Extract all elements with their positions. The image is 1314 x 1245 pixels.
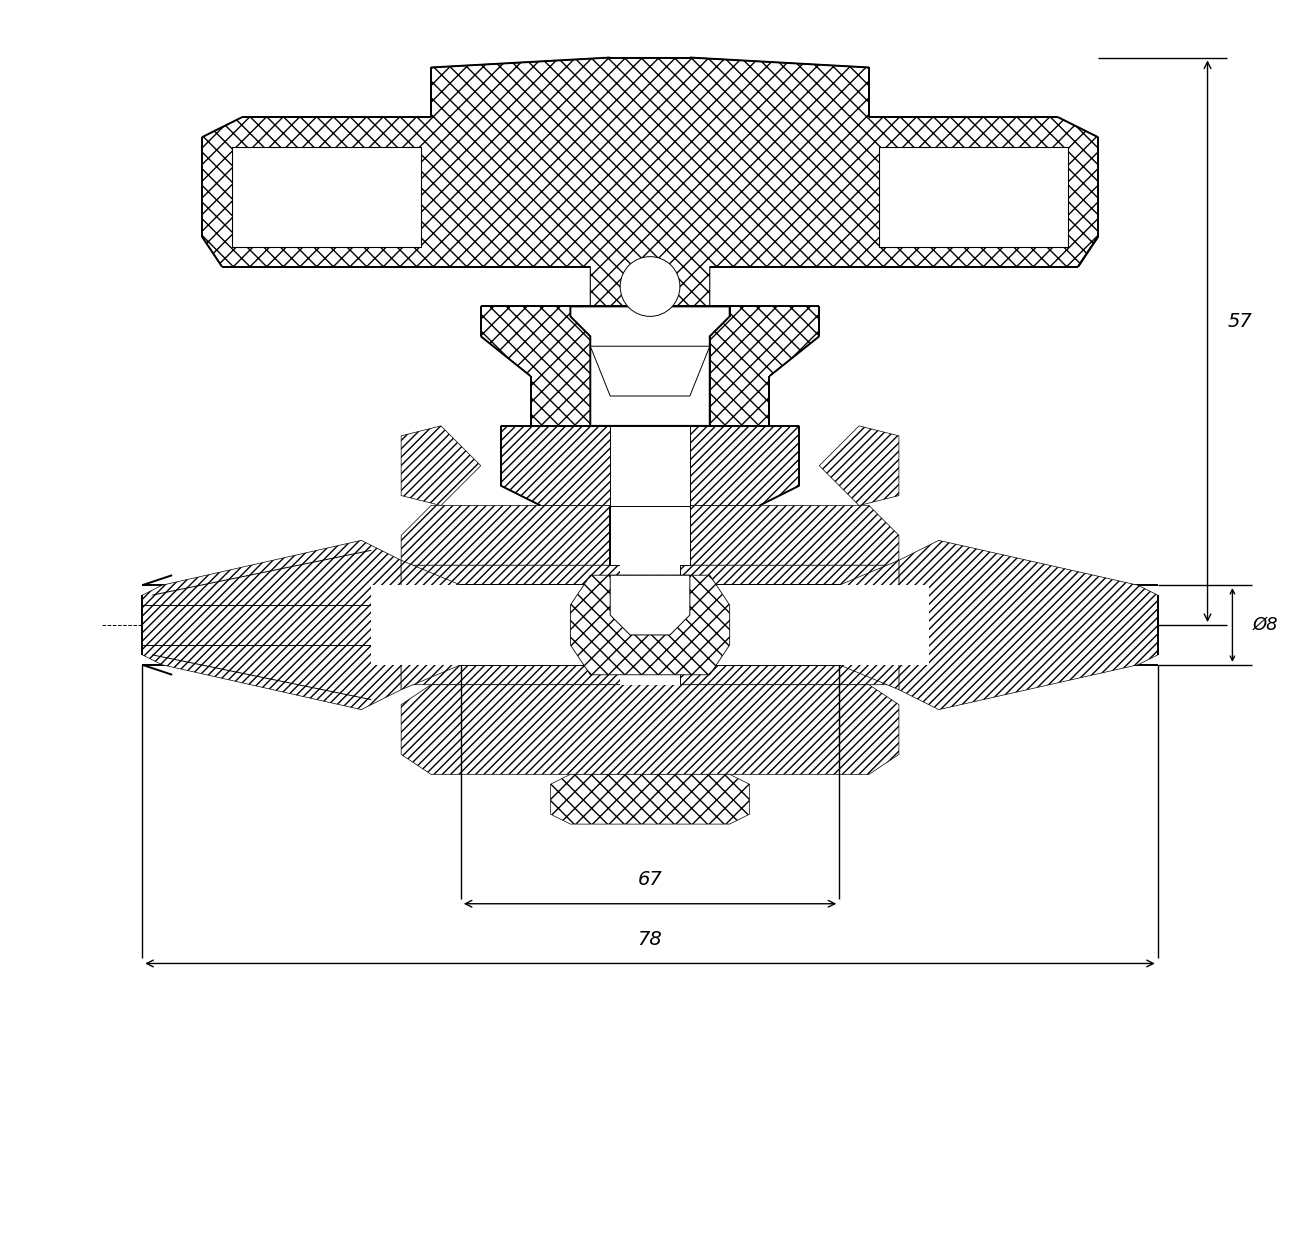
Polygon shape [401, 505, 899, 565]
Polygon shape [202, 57, 1099, 306]
Polygon shape [401, 560, 461, 690]
Text: 78: 78 [637, 930, 662, 949]
Polygon shape [570, 306, 729, 426]
Polygon shape [840, 560, 899, 690]
Polygon shape [610, 575, 690, 635]
Text: Ø8: Ø8 [1252, 616, 1279, 634]
Bar [372, 585, 929, 665]
Polygon shape [372, 565, 929, 685]
Polygon shape [879, 147, 1068, 247]
Polygon shape [142, 540, 401, 710]
Polygon shape [481, 306, 819, 426]
Text: 67: 67 [637, 870, 662, 889]
Text: 57: 57 [1227, 311, 1252, 331]
Bar [610, 426, 690, 505]
Polygon shape [570, 575, 729, 675]
Polygon shape [590, 346, 710, 396]
Bar [620, 565, 679, 685]
Polygon shape [819, 426, 899, 505]
Polygon shape [401, 685, 899, 774]
Polygon shape [401, 426, 481, 505]
Polygon shape [551, 774, 749, 824]
Circle shape [620, 256, 679, 316]
Polygon shape [231, 147, 420, 247]
Polygon shape [501, 426, 799, 505]
Bar [610, 505, 690, 565]
Polygon shape [899, 540, 1158, 710]
